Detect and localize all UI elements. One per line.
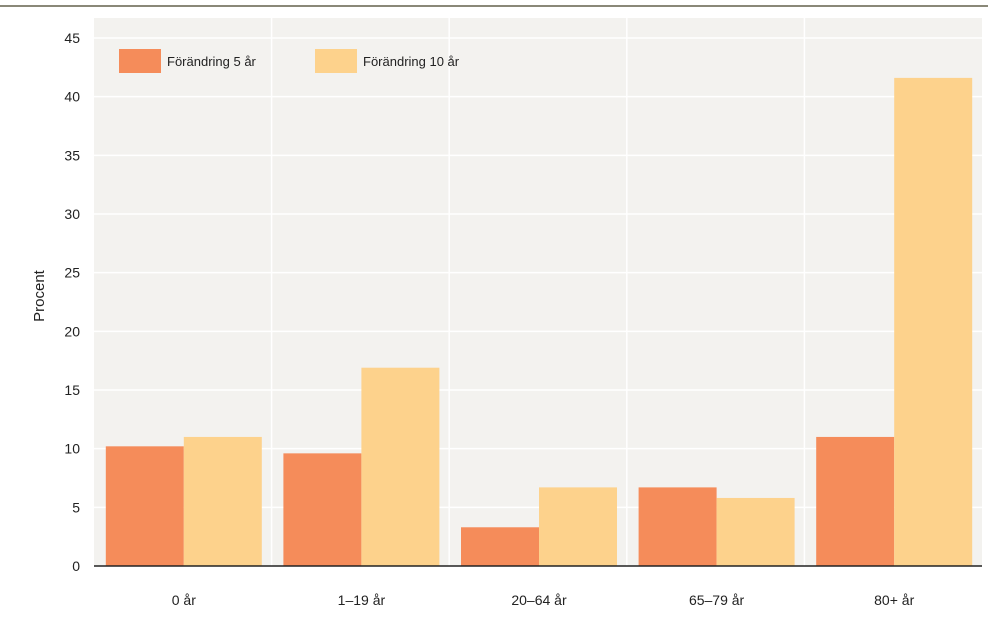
bar: [716, 497, 795, 566]
y-tick-label: 40: [64, 89, 80, 105]
y-tick-label: 30: [64, 206, 80, 222]
gridlines: [94, 18, 982, 566]
bars: [105, 77, 973, 566]
bar: [894, 77, 973, 566]
x-tick-label: 20–64 år: [511, 592, 567, 608]
y-tick-label: 35: [64, 147, 80, 163]
y-tick-label: 0: [72, 558, 80, 574]
x-tick-label: 0 år: [172, 592, 196, 608]
y-axis-ticks: 0 5 10 15 20 25 30 35 40 45: [64, 30, 80, 574]
x-tick-label: 1–19 år: [338, 592, 386, 608]
legend-swatch: [315, 49, 357, 73]
y-tick-label: 20: [64, 323, 80, 339]
legend-label: Förändring 10 år: [363, 54, 460, 69]
bar: [361, 367, 440, 566]
x-tick-label: 65–79 år: [689, 592, 745, 608]
x-tick-label: 80+ år: [874, 592, 914, 608]
y-tick-label: 25: [64, 265, 80, 281]
legend-swatch: [119, 49, 161, 73]
y-tick-label: 10: [64, 441, 80, 457]
bar: [539, 487, 617, 566]
bar: [105, 446, 184, 566]
bar: [183, 436, 262, 566]
legend-label: Förändring 5 år: [167, 54, 257, 69]
x-axis-ticks: 0 år 1–19 år 20–64 år 65–79 år 80+ år: [172, 592, 915, 608]
y-tick-label: 5: [72, 499, 80, 515]
y-tick-label: 45: [64, 30, 80, 46]
y-axis-title: Procent: [31, 269, 48, 322]
bar: [638, 487, 717, 566]
y-tick-label: 15: [64, 382, 80, 398]
bar: [816, 436, 895, 566]
bar: [283, 453, 362, 566]
legend: Förändring 5 år Förändring 10 år: [119, 49, 460, 73]
bar: [461, 527, 539, 566]
